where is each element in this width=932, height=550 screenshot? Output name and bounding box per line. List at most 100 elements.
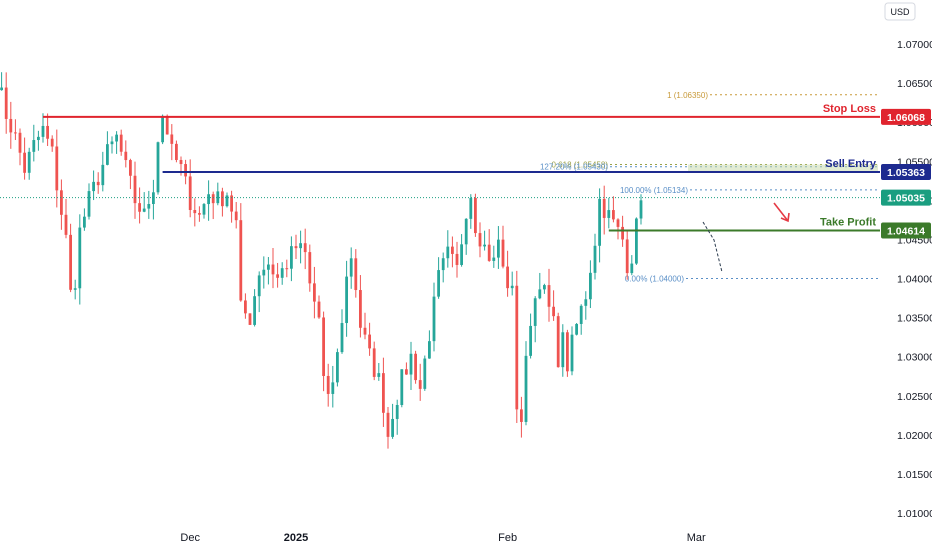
candle-body — [391, 418, 394, 437]
price-axis[interactable]: USD 1.070001.065001.060001.055001.050001… — [884, 2, 932, 520]
candle-body — [129, 160, 132, 176]
candle-body — [552, 306, 555, 317]
candle-body — [589, 272, 592, 300]
candle-body — [570, 334, 574, 372]
candle-body — [9, 118, 13, 133]
candle-body — [625, 239, 629, 274]
fibonacci-levels: 1 (1.06350) 0.618 (1.05458)127.20% (1.054… — [540, 91, 878, 284]
candle-body — [418, 380, 422, 389]
candle-body — [175, 143, 178, 160]
candle-body — [271, 264, 275, 275]
candle-body — [451, 246, 454, 254]
price-badge — [881, 222, 931, 239]
candle-body — [262, 269, 266, 276]
candle-body — [543, 285, 546, 290]
candle-body — [156, 142, 160, 193]
x-tick-label: 2025 — [284, 532, 308, 544]
candle-body — [340, 323, 344, 353]
candle-body — [524, 355, 528, 422]
candle-body — [602, 198, 606, 218]
fib-label: 1 (1.06350) — [667, 91, 708, 100]
y-tick-label: 1.06500 — [897, 78, 932, 90]
candle-body — [405, 369, 408, 375]
candle-body — [336, 352, 339, 383]
candle-body — [27, 151, 31, 173]
candle-body — [607, 210, 611, 218]
y-tick-label: 1.01500 — [897, 469, 932, 481]
candle-body — [142, 208, 146, 212]
candle-body — [230, 195, 233, 212]
candle-body — [124, 151, 128, 161]
candle-body — [133, 175, 137, 204]
candle-body — [55, 146, 59, 191]
candle-body — [372, 348, 376, 377]
candle-body — [464, 218, 468, 245]
level-label: Take Profit — [820, 217, 876, 229]
candle-body — [161, 115, 164, 143]
candle-body — [382, 373, 385, 413]
candle-body — [386, 412, 390, 437]
candle-body — [506, 266, 509, 289]
candle-body — [165, 115, 169, 135]
currency-label: USD — [890, 7, 910, 17]
x-tick-label: Dec — [180, 532, 200, 544]
candle-body — [60, 190, 63, 215]
candle-body — [423, 358, 427, 389]
candle-body — [556, 316, 560, 368]
candle-body — [276, 274, 279, 278]
candle-body — [257, 275, 261, 297]
candle-body — [497, 239, 500, 258]
candle-body — [483, 244, 486, 247]
candle-body — [409, 353, 413, 375]
candle-body — [73, 288, 77, 290]
candle-body — [308, 252, 312, 284]
candle-body — [239, 220, 243, 301]
candle-body — [32, 140, 36, 152]
candle-body — [46, 125, 49, 139]
candle-body — [299, 243, 302, 249]
candle-body — [193, 209, 197, 214]
candle-body — [469, 198, 473, 219]
y-tick-label: 1.01000 — [897, 508, 932, 520]
candle-body — [115, 134, 118, 142]
candle-body — [267, 264, 270, 270]
candle-body — [363, 327, 367, 335]
candle-body — [579, 305, 583, 324]
candle-body — [170, 134, 174, 144]
fib-label: 0.618 (1.05458) — [552, 161, 609, 170]
price-badge-text: 1.05035 — [887, 193, 925, 205]
price-badges: 1.06068 1.05363 1.04614 1.05035 — [881, 108, 931, 239]
level-label: Stop Loss — [823, 103, 876, 115]
candle-body — [152, 192, 155, 205]
fib-label: 100.00% (1.05134) — [620, 186, 688, 195]
x-axis: Dec 2025 Feb Mar — [180, 532, 706, 544]
candle-body — [432, 296, 436, 342]
candle-body — [188, 176, 192, 210]
candle-body — [478, 233, 482, 247]
candle-body — [446, 246, 450, 259]
fib-label: 0.00% (1.04000) — [625, 275, 684, 284]
y-tick-label: 1.07000 — [897, 39, 932, 51]
candle-body — [211, 194, 215, 204]
candle-body — [216, 191, 220, 204]
x-tick-label: Feb — [498, 532, 517, 544]
y-tick-label: 1.03500 — [897, 313, 932, 325]
candle-body — [290, 246, 293, 269]
candle-body — [584, 299, 588, 306]
candles — [0, 72, 643, 449]
level-label: Sell Entry — [825, 158, 877, 170]
candle-body — [92, 181, 95, 192]
candle-body — [4, 87, 8, 119]
candle-body — [0, 87, 3, 91]
candle-body — [248, 313, 252, 325]
candle-body — [207, 194, 210, 205]
candle-body — [294, 246, 298, 249]
down-arrow-head-icon — [780, 212, 790, 223]
trade-levels: Stop Loss Sell Entry Take Profit — [0, 103, 880, 232]
candle-body — [400, 369, 404, 405]
candle-body — [561, 332, 565, 368]
candle-body — [414, 353, 417, 381]
candle-body — [566, 332, 569, 372]
candle-body — [510, 285, 514, 289]
